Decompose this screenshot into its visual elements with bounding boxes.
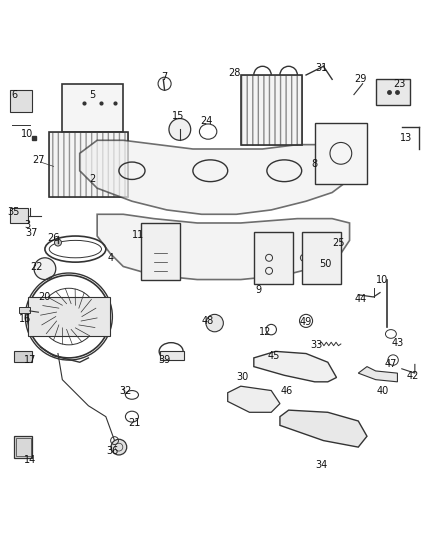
Text: 49: 49: [300, 317, 312, 327]
Bar: [14, 351, 32, 362]
Bar: [10, 208, 28, 223]
Text: 34: 34: [315, 459, 327, 470]
Text: 43: 43: [391, 338, 403, 348]
Text: 4: 4: [107, 253, 113, 263]
Text: 44: 44: [354, 294, 367, 304]
Bar: [49, 132, 127, 197]
Text: 23: 23: [393, 79, 406, 88]
Text: 12: 12: [258, 327, 271, 337]
Bar: [376, 79, 410, 106]
Bar: [302, 232, 341, 284]
Text: 9: 9: [255, 286, 261, 295]
Text: 39: 39: [159, 355, 171, 365]
Text: 32: 32: [119, 385, 131, 395]
Text: 47: 47: [385, 359, 397, 369]
Bar: [62, 84, 123, 132]
Polygon shape: [280, 410, 367, 447]
Text: 3: 3: [25, 220, 31, 230]
Text: 20: 20: [39, 292, 51, 302]
Text: 16: 16: [19, 314, 32, 324]
Circle shape: [54, 239, 61, 246]
Bar: [49, 132, 127, 197]
Text: 48: 48: [202, 316, 214, 326]
Text: 5: 5: [90, 90, 96, 100]
Text: 29: 29: [354, 75, 367, 84]
Bar: [19, 306, 30, 313]
Bar: [241, 75, 302, 144]
Bar: [254, 232, 293, 284]
Bar: [315, 123, 367, 184]
Text: 10: 10: [376, 274, 389, 285]
Text: 6: 6: [11, 90, 18, 100]
Polygon shape: [358, 367, 397, 382]
Text: 40: 40: [376, 385, 389, 395]
Text: 37: 37: [26, 228, 38, 238]
Text: 21: 21: [128, 418, 140, 428]
Text: 46: 46: [280, 385, 293, 395]
Bar: [160, 351, 184, 360]
Text: 7: 7: [162, 72, 168, 82]
Bar: [241, 75, 302, 144]
Text: 42: 42: [406, 371, 419, 381]
Text: 26: 26: [47, 233, 60, 243]
Text: 25: 25: [332, 238, 345, 247]
Circle shape: [169, 118, 191, 140]
Text: 31: 31: [315, 63, 327, 74]
Polygon shape: [80, 140, 350, 214]
Text: 33: 33: [311, 340, 323, 350]
Bar: [28, 297, 110, 336]
Polygon shape: [97, 214, 350, 279]
Polygon shape: [254, 351, 336, 382]
Circle shape: [34, 258, 56, 279]
Circle shape: [111, 439, 127, 455]
Text: 50: 50: [319, 260, 332, 269]
Text: 36: 36: [106, 447, 119, 456]
Text: 17: 17: [24, 355, 36, 365]
Text: 13: 13: [400, 133, 412, 143]
Text: 24: 24: [200, 116, 212, 126]
Text: 14: 14: [24, 455, 36, 465]
Text: 15: 15: [171, 111, 184, 122]
Bar: [141, 223, 180, 279]
Text: 28: 28: [228, 68, 240, 78]
Text: 11: 11: [132, 230, 145, 240]
Text: 22: 22: [30, 262, 42, 271]
Bar: [14, 436, 32, 458]
Text: 8: 8: [312, 159, 318, 169]
Text: 10: 10: [21, 129, 34, 139]
Text: 45: 45: [267, 351, 279, 361]
Bar: [16, 439, 31, 456]
Bar: [10, 90, 32, 112]
Text: 27: 27: [32, 155, 45, 165]
Circle shape: [206, 314, 223, 332]
Polygon shape: [228, 386, 280, 413]
Text: 30: 30: [237, 373, 249, 383]
Text: 35: 35: [7, 207, 20, 217]
Text: 2: 2: [90, 174, 96, 184]
